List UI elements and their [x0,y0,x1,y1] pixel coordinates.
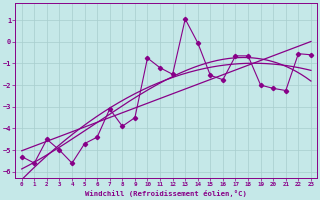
X-axis label: Windchill (Refroidissement éolien,°C): Windchill (Refroidissement éolien,°C) [85,190,247,197]
